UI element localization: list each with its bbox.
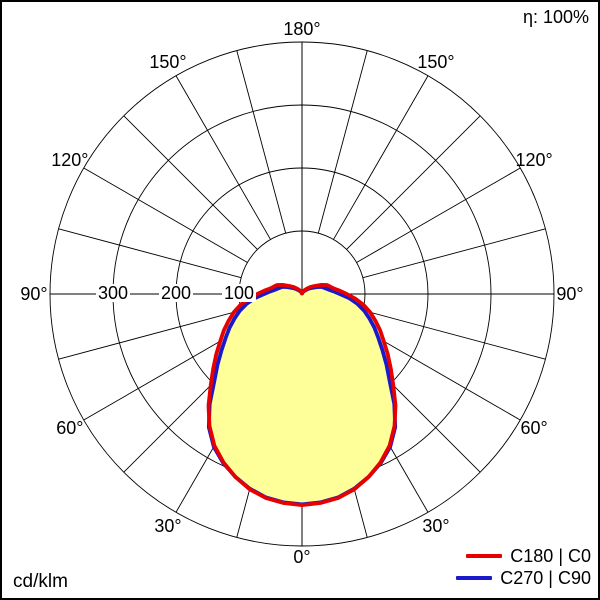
legend-line-blue — [456, 576, 493, 580]
curve-c180-c0 — [206, 283, 398, 507]
radial-tick-label-300: 300 — [95, 283, 131, 303]
grid-radial-120-right — [356, 167, 521, 263]
legend: C180 | C0 C270 | C90 — [456, 547, 591, 587]
angle-label-0-center: 0° — [293, 547, 311, 567]
grid-radial-165-right — [317, 50, 368, 234]
angle-label-60-right: 60° — [520, 418, 548, 438]
grid-radial-150-left — [175, 75, 271, 240]
angle-label-90-left: 90° — [20, 284, 48, 304]
grid-radial-105-right — [362, 228, 546, 279]
grid-radial-120-left — [83, 167, 248, 263]
angle-label-120-left: 120° — [51, 150, 89, 170]
legend-label-c90: C270 | C90 — [500, 568, 591, 588]
radial-tick-label-100: 100 — [221, 283, 257, 303]
angle-label-180-center: 180° — [283, 19, 321, 39]
grid-radial-150-right — [333, 75, 429, 240]
legend-line-red — [466, 554, 503, 558]
curve-fill-c90 — [208, 286, 396, 505]
legend-item-c0: C180 | C0 — [456, 547, 591, 565]
legend-label-c0: C180 | C0 — [510, 546, 591, 566]
radial-tick-label-200: 200 — [158, 283, 194, 303]
grid-radial-135-right — [346, 115, 481, 250]
angle-label-90-right: 90° — [556, 284, 584, 304]
grid-radial-105-left — [58, 228, 242, 279]
grid-radial-135-left — [123, 115, 258, 250]
angle-label-150-right: 150° — [417, 51, 455, 72]
efficiency-label: η: 100% — [522, 7, 589, 27]
angle-label-120-right: 120° — [515, 150, 553, 170]
angle-label-150-left: 150° — [149, 51, 187, 72]
angle-label-30-left: 30° — [154, 516, 182, 537]
legend-item-c90: C270 | C90 — [456, 569, 591, 587]
grid-radial-165-left — [236, 50, 287, 234]
unit-label: cd/klm — [13, 571, 68, 592]
angle-label-60-left: 60° — [56, 418, 84, 438]
angle-label-30-right: 30° — [422, 516, 450, 537]
